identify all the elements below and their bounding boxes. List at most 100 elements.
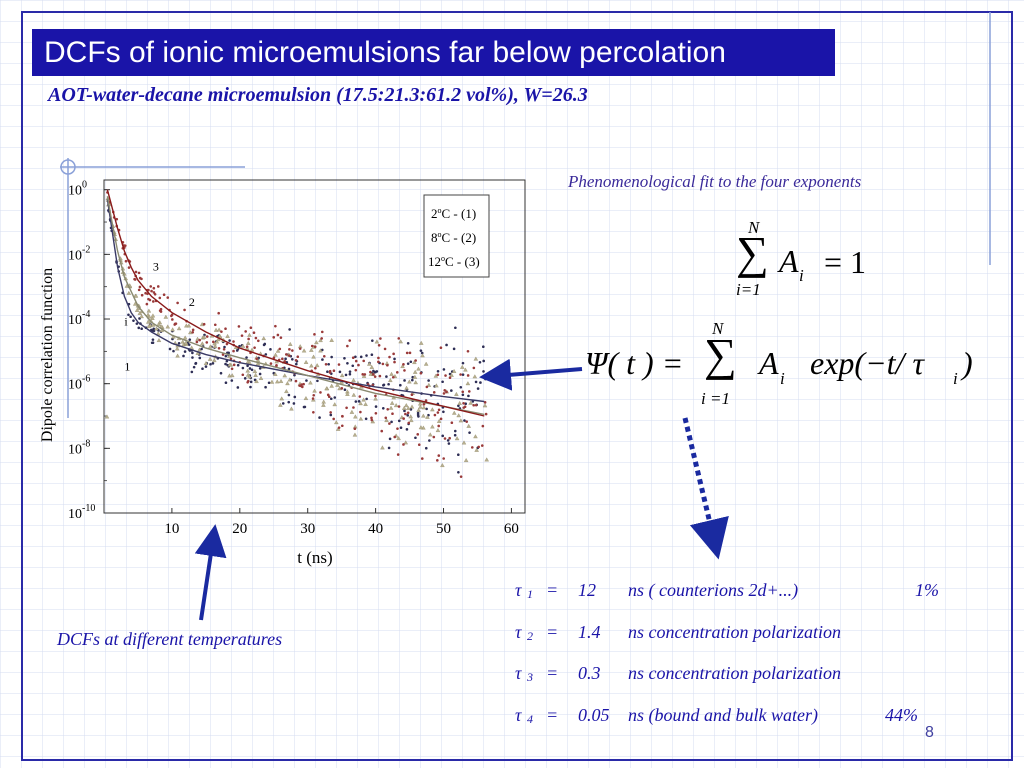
data-point xyxy=(391,412,394,416)
data-point xyxy=(224,381,228,385)
data-point xyxy=(403,379,406,382)
data-point xyxy=(302,382,305,386)
temperature-note: DCFs at different temperatures xyxy=(57,629,283,649)
data-point xyxy=(405,351,409,355)
data-point xyxy=(412,360,417,365)
data-point xyxy=(305,379,308,382)
data-point xyxy=(252,369,258,374)
psi-sum-top: N xyxy=(712,319,724,338)
data-point xyxy=(287,400,291,404)
data-point xyxy=(454,391,459,396)
data-point xyxy=(213,323,217,327)
data-point xyxy=(448,376,452,379)
dotted-arrow-to-taus xyxy=(682,417,729,560)
data-point xyxy=(326,393,330,397)
data-point xyxy=(468,400,473,405)
tau-row: τ 3 = 0.3 ns concentration polarization xyxy=(515,663,955,687)
data-point xyxy=(459,475,463,478)
data-point xyxy=(269,379,275,384)
data-point xyxy=(435,428,441,432)
tau-description: ns (bound and bulk water) xyxy=(628,705,818,725)
tau-percent: 44% xyxy=(885,705,918,725)
data-point xyxy=(140,327,143,331)
data-point xyxy=(191,330,195,334)
data-point xyxy=(357,400,361,403)
data-point xyxy=(361,397,366,402)
tau-value: 1.4 xyxy=(578,622,601,642)
data-point xyxy=(388,422,391,425)
data-point xyxy=(465,381,471,386)
data-point xyxy=(461,390,465,394)
data-point xyxy=(480,444,484,447)
data-point xyxy=(165,324,170,329)
data-point xyxy=(293,373,296,377)
data-point xyxy=(374,411,378,415)
data-point xyxy=(402,417,405,420)
data-point xyxy=(246,364,249,368)
data-point xyxy=(439,417,443,421)
data-point xyxy=(457,470,460,474)
data-point xyxy=(278,347,282,351)
data-point xyxy=(129,315,132,319)
curve-labels: 3 2 1 i xyxy=(124,260,195,374)
legend-box xyxy=(423,194,490,278)
data-point xyxy=(249,385,252,389)
data-point xyxy=(137,271,141,275)
data-point xyxy=(212,340,215,344)
data-point xyxy=(407,421,411,425)
data-point xyxy=(463,419,466,422)
data-point xyxy=(166,296,170,299)
data-point xyxy=(272,336,276,339)
x-tick-label: 30 xyxy=(300,521,315,537)
data-point xyxy=(235,349,239,352)
data-point xyxy=(416,411,420,415)
data-point xyxy=(140,293,144,297)
data-point xyxy=(436,373,440,377)
data-point xyxy=(348,370,352,373)
data-point xyxy=(222,347,226,351)
x-tick-label: 60 xyxy=(504,521,519,537)
data-point xyxy=(365,354,368,357)
data-point xyxy=(211,362,215,365)
data-point xyxy=(213,327,219,332)
data-point xyxy=(420,351,424,355)
data-point xyxy=(462,401,465,405)
data-point xyxy=(281,357,284,361)
data-point xyxy=(470,446,474,449)
data-point xyxy=(466,349,470,353)
data-point xyxy=(263,342,267,346)
data-point xyxy=(275,379,280,384)
data-point xyxy=(406,414,410,417)
data-point xyxy=(473,356,479,361)
data-point xyxy=(362,359,366,363)
data-point xyxy=(282,373,288,378)
data-point xyxy=(168,347,172,351)
data-point xyxy=(371,339,374,342)
data-point xyxy=(339,373,345,378)
data-point xyxy=(374,394,377,398)
data-point xyxy=(281,402,285,405)
data-point xyxy=(332,369,336,373)
data-point xyxy=(150,315,155,320)
data-point xyxy=(436,369,440,373)
data-point xyxy=(217,311,220,315)
data-point xyxy=(413,380,418,385)
data-point xyxy=(188,330,193,335)
data-point xyxy=(298,347,302,350)
data-point xyxy=(340,424,344,428)
data-point xyxy=(403,409,406,413)
data-point xyxy=(445,390,448,394)
data-point xyxy=(430,407,435,412)
data-point xyxy=(288,328,291,331)
data-point xyxy=(163,314,169,319)
data-point xyxy=(258,367,262,370)
data-point xyxy=(398,339,403,344)
data-point xyxy=(427,379,430,382)
data-point xyxy=(421,413,426,418)
data-point xyxy=(267,381,271,385)
data-point xyxy=(409,404,415,409)
tau-equals: = xyxy=(546,705,559,725)
legend-entry: 2oC - (1) xyxy=(431,206,476,221)
data-point xyxy=(314,340,319,345)
